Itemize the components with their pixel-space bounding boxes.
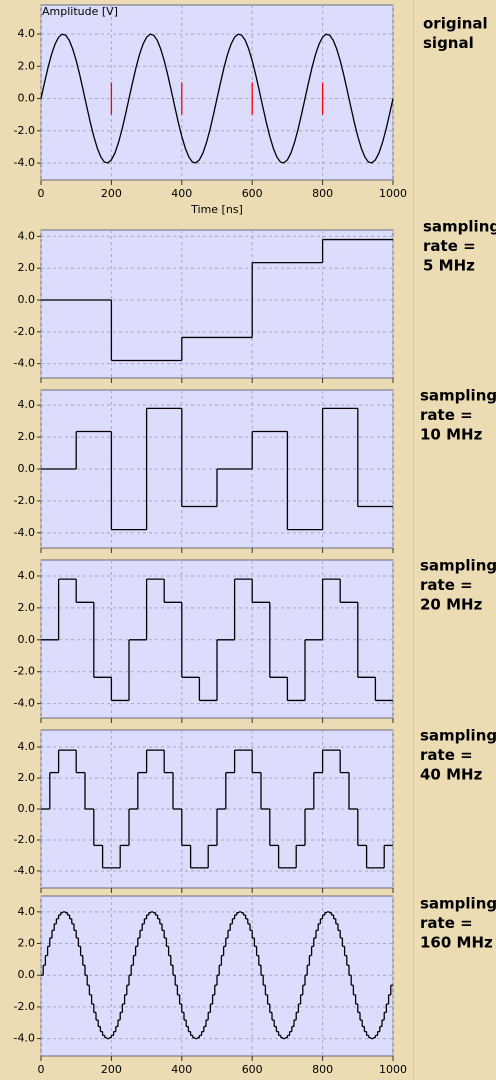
y-tick-label: 4.0 xyxy=(18,229,36,242)
x-tick-label: 600 xyxy=(242,187,263,200)
y-tick-label: 2.0 xyxy=(18,430,36,443)
side-label: rate = xyxy=(420,576,473,594)
x-tick-label: 800 xyxy=(312,187,333,200)
y-tick-label: 4.0 xyxy=(18,398,36,411)
y-tick-label: 2.0 xyxy=(18,771,36,784)
x-tick-label: 800 xyxy=(312,1063,333,1076)
y-tick-label: 0.0 xyxy=(18,633,36,646)
x-tick-label: 200 xyxy=(101,187,122,200)
y-tick-label: 2.0 xyxy=(18,937,36,950)
y-tick-label: -4.0 xyxy=(14,697,35,710)
y-tick-label: -4.0 xyxy=(14,357,35,370)
x-tick-label: 1000 xyxy=(379,187,407,200)
x-tick-label: 200 xyxy=(101,1063,122,1076)
y-tick-label: 4.0 xyxy=(18,569,36,582)
x-tick-label: 600 xyxy=(242,1063,263,1076)
plot-area xyxy=(40,4,394,181)
y-tick-label: -2.0 xyxy=(14,124,35,137)
y-tick-label: -4.0 xyxy=(14,864,35,877)
side-label: 160 MHz xyxy=(420,934,493,952)
y-tick-label: 4.0 xyxy=(18,740,36,753)
y-tick-label: -2.0 xyxy=(14,1000,35,1013)
x-tick-label: 0 xyxy=(38,187,45,200)
y-tick-label: 2.0 xyxy=(18,59,36,72)
side-label: sampling xyxy=(420,895,496,913)
side-label: 5 MHz xyxy=(423,257,475,275)
side-label: 40 MHz xyxy=(420,766,483,784)
x-tick-label: 400 xyxy=(171,187,192,200)
x-tick-label: 0 xyxy=(38,1063,45,1076)
y-tick-label: 2.0 xyxy=(18,601,36,614)
y-tick-label: -2.0 xyxy=(14,833,35,846)
side-label: sampling xyxy=(423,218,496,236)
x-axis-label: Time [ns] xyxy=(190,203,243,216)
y-tick-label: -4.0 xyxy=(14,526,35,539)
y-tick-label: 0.0 xyxy=(18,293,36,306)
y-tick-label: 0.0 xyxy=(18,462,36,475)
side-label: original xyxy=(423,15,488,33)
y-tick-label: -4.0 xyxy=(14,1032,35,1045)
side-label: rate = xyxy=(423,237,476,255)
y-axis-label: Amplitude [V] xyxy=(42,5,118,18)
y-tick-label: 4.0 xyxy=(18,27,36,40)
y-tick-label: 4.0 xyxy=(18,905,36,918)
side-label: 10 MHz xyxy=(420,426,483,444)
plot-area xyxy=(40,229,394,379)
y-tick-label: -2.0 xyxy=(14,665,35,678)
y-tick-label: 0.0 xyxy=(18,802,36,815)
side-label: 20 MHz xyxy=(420,596,483,614)
signal-line xyxy=(40,33,394,164)
side-label: rate = xyxy=(420,914,473,932)
side-label: sampling xyxy=(420,557,496,575)
x-tick-label: 400 xyxy=(171,1063,192,1076)
side-label: sampling xyxy=(420,727,496,745)
y-tick-label: -2.0 xyxy=(14,494,35,507)
y-tick-label: -4.0 xyxy=(14,156,35,169)
y-tick-label: 0.0 xyxy=(18,92,36,105)
x-tick-label: 1000 xyxy=(379,1063,407,1076)
y-tick-label: -2.0 xyxy=(14,325,35,338)
y-tick-label: 0.0 xyxy=(18,968,36,981)
side-label: signal xyxy=(423,34,474,52)
side-label: rate = xyxy=(420,406,473,424)
side-label: sampling xyxy=(420,387,496,405)
y-tick-label: 2.0 xyxy=(18,261,36,274)
side-label: rate = xyxy=(420,746,473,764)
